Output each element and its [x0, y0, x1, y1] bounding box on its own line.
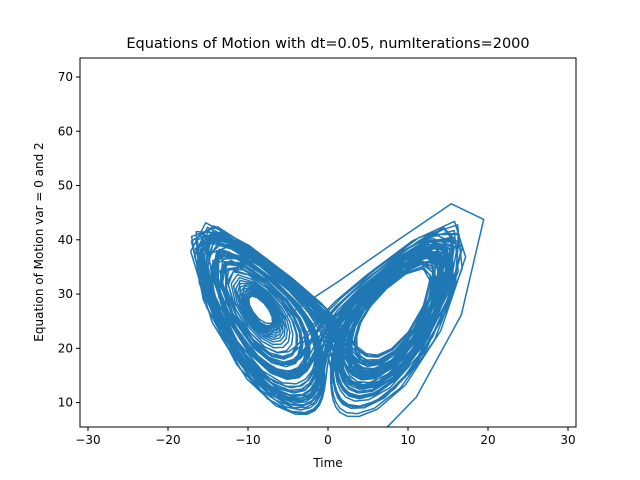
x-axis-label: Time — [312, 456, 342, 470]
x-tick-label: −20 — [155, 433, 180, 447]
x-tick-label: 30 — [560, 433, 575, 447]
x-tick-label: 10 — [400, 433, 415, 447]
y-axis: 10 20 30 40 50 60 70 — [58, 70, 80, 410]
y-tick-label: 30 — [58, 287, 73, 301]
y-tick-label: 50 — [58, 179, 73, 193]
y-tick-label: 40 — [58, 233, 73, 247]
y-tick-label: 20 — [58, 341, 73, 355]
x-tick-label: −30 — [75, 433, 100, 447]
x-tick-label: 20 — [480, 433, 495, 447]
y-axis-label: Equation of Motion var = 0 and 2 — [32, 142, 46, 341]
y-tick-label: 70 — [58, 70, 73, 84]
y-tick-label: 60 — [58, 124, 73, 138]
chart-title: Equations of Motion with dt=0.05, numIte… — [126, 36, 529, 52]
series-layer — [189, 203, 485, 427]
x-axis: −30 −20 −10 0 10 20 30 — [75, 427, 576, 447]
y-tick-label: 10 — [58, 396, 73, 410]
x-tick-label: 0 — [324, 433, 332, 447]
x-tick-label: −10 — [235, 433, 260, 447]
series-line-0 — [189, 203, 485, 427]
